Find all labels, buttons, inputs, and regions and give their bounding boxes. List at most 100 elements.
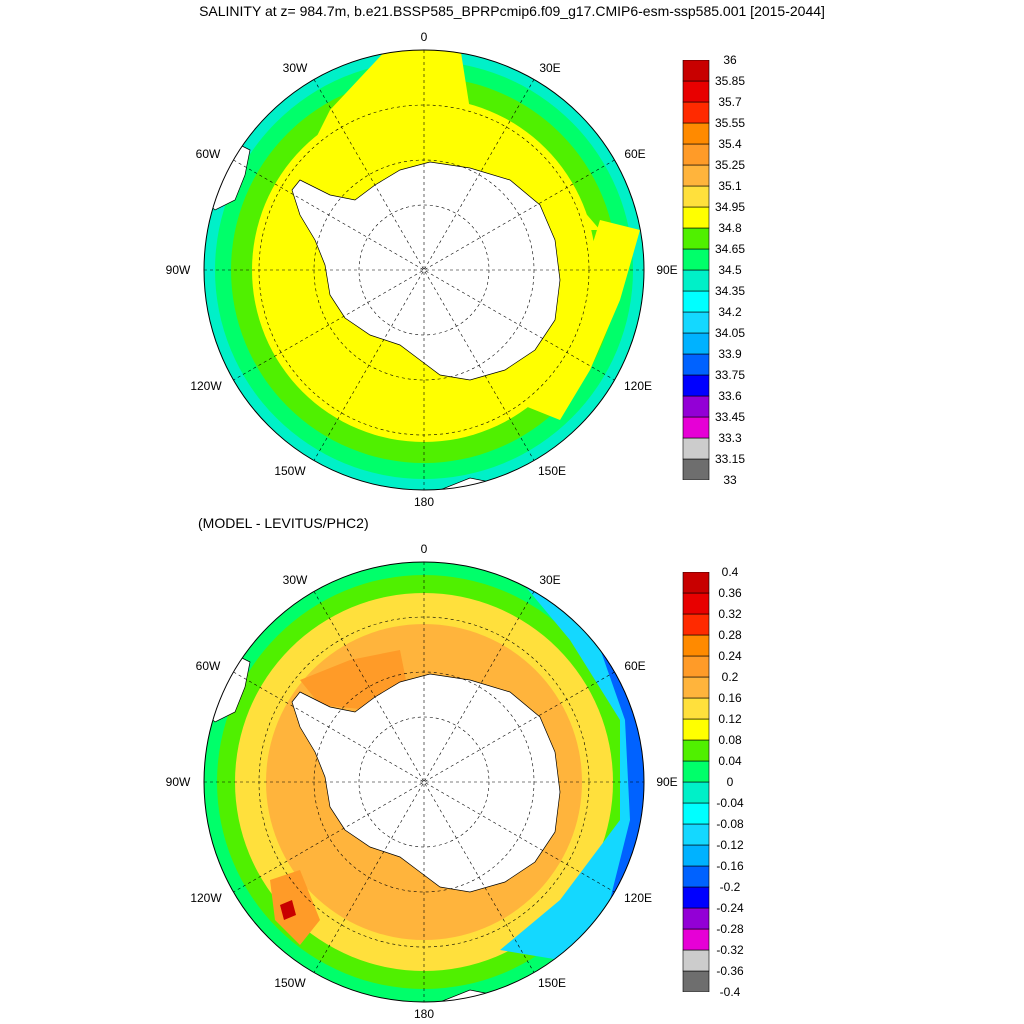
colorbar-tick-label: 35.4 bbox=[718, 137, 742, 151]
colorbar-swatch bbox=[682, 718, 710, 741]
colorbar-swatch bbox=[682, 634, 710, 657]
colorbar-tick-label: 0.28 bbox=[718, 628, 742, 642]
colorbar-swatch bbox=[682, 676, 710, 699]
colorbar-swatch bbox=[682, 928, 710, 951]
lon-label-60w: 60W bbox=[195, 147, 221, 161]
colorbar-swatch bbox=[682, 311, 710, 334]
colorbar-swatch bbox=[682, 122, 710, 145]
lon-label-0: 0 bbox=[420, 30, 428, 44]
colorbar-swatch bbox=[682, 416, 710, 439]
colorbar-tick-label: 34.2 bbox=[718, 305, 742, 319]
colorbar-swatch bbox=[682, 781, 710, 804]
colorbar-tick-label: 33.3 bbox=[718, 431, 742, 445]
orange-patch-southwest bbox=[270, 870, 320, 945]
lon-label-150e: 150E bbox=[537, 464, 567, 478]
colorbar-swatch bbox=[682, 592, 710, 615]
colorbar-swatch bbox=[682, 185, 710, 208]
colorbar-tick-label: 0 bbox=[726, 775, 734, 789]
colorbar-tick-label: 36 bbox=[723, 53, 737, 67]
colorbar-tick-label: 35.85 bbox=[714, 74, 746, 88]
colorbar-tick-label: 0.16 bbox=[718, 691, 742, 705]
anomaly-colorbar bbox=[682, 572, 710, 992]
colorbar-tick-label: 34.65 bbox=[714, 242, 746, 256]
lon-label-90w: 90W bbox=[165, 775, 191, 789]
colorbar-swatch bbox=[682, 332, 710, 355]
colorbar-swatch bbox=[682, 353, 710, 376]
colorbar-swatch bbox=[682, 458, 710, 480]
colorbar-tick-label: 34.5 bbox=[718, 263, 742, 277]
colorbar-tick-label: 0.24 bbox=[718, 649, 742, 663]
lon-label-30w: 30W bbox=[282, 573, 308, 587]
colorbar-tick-label: 34.05 bbox=[714, 326, 746, 340]
anomaly-map-fill bbox=[204, 562, 644, 1002]
colorbar-swatch bbox=[682, 697, 710, 720]
lon-label-90w: 90W bbox=[165, 263, 191, 277]
lon-label-0: 0 bbox=[420, 542, 428, 556]
colorbar-tick-label: 35.55 bbox=[714, 116, 746, 130]
colorbar-swatch bbox=[682, 60, 710, 82]
lon-label-150w: 150W bbox=[274, 976, 306, 990]
lon-label-120w: 120W bbox=[190, 891, 222, 905]
salinity-map-border bbox=[203, 49, 645, 491]
colorbar-swatch bbox=[682, 613, 710, 636]
colorbar-tick-label: 34.95 bbox=[714, 200, 746, 214]
salinity-map bbox=[203, 49, 645, 491]
colorbar-swatch bbox=[682, 101, 710, 124]
colorbar-tick-label: 35.25 bbox=[714, 158, 746, 172]
anomaly-map-border bbox=[203, 561, 645, 1003]
colorbar-swatch bbox=[682, 907, 710, 930]
colorbar-tick-label: -0.08 bbox=[716, 817, 744, 831]
colorbar-swatch bbox=[682, 949, 710, 972]
page-title: SALINITY at z= 984.7m, b.e21.BSSP585_BPR… bbox=[199, 3, 825, 19]
lon-label-90e: 90E bbox=[656, 263, 678, 277]
colorbar-swatch bbox=[682, 802, 710, 825]
colorbar-tick-label: 33.45 bbox=[714, 410, 746, 424]
colorbar-tick-label: 0.32 bbox=[718, 607, 742, 621]
colorbar-tick-label: -0.2 bbox=[719, 880, 741, 894]
colorbar-swatch bbox=[682, 80, 710, 103]
salinity-map-fill bbox=[204, 50, 644, 490]
lon-label-60e: 60E bbox=[624, 659, 646, 673]
colorbar-swatch bbox=[682, 823, 710, 846]
colorbar-tick-label: 34.35 bbox=[714, 284, 746, 298]
colorbar-swatch bbox=[682, 655, 710, 678]
salinity-map-grid bbox=[204, 50, 644, 490]
colorbar-swatch bbox=[682, 269, 710, 292]
colorbar-swatch bbox=[682, 760, 710, 783]
lon-label-180: 180 bbox=[413, 1007, 435, 1021]
colorbar-tick-label: -0.24 bbox=[716, 901, 744, 915]
anomaly-map-grid bbox=[204, 562, 644, 1002]
colorbar-swatch bbox=[682, 844, 710, 867]
colorbar-tick-label: -0.4 bbox=[719, 985, 741, 999]
lon-label-180: 180 bbox=[413, 495, 435, 509]
lon-label-30w: 30W bbox=[282, 61, 308, 75]
colorbar-tick-label: -0.16 bbox=[716, 859, 744, 873]
lon-label-30e: 30E bbox=[539, 61, 561, 75]
colorbar-swatch bbox=[682, 970, 710, 992]
lon-label-30e: 30E bbox=[539, 573, 561, 587]
colorbar-tick-label: 35.7 bbox=[718, 95, 742, 109]
colorbar-swatch bbox=[682, 886, 710, 909]
colorbar-swatch bbox=[682, 374, 710, 397]
colorbar-tick-label: 0.4 bbox=[721, 565, 739, 579]
colorbar-swatch bbox=[682, 395, 710, 418]
anomaly-subtitle: (MODEL - LEVITUS/PHC2) bbox=[198, 515, 369, 531]
lon-label-90e: 90E bbox=[656, 775, 678, 789]
lon-label-60w: 60W bbox=[195, 659, 221, 673]
colorbar-swatch bbox=[682, 143, 710, 166]
lon-label-150w: 150W bbox=[274, 464, 306, 478]
colorbar-tick-label: 33.6 bbox=[718, 389, 742, 403]
lon-label-120e: 120E bbox=[623, 379, 653, 393]
colorbar-tick-label: 0.2 bbox=[721, 670, 739, 684]
colorbar-tick-label: 35.1 bbox=[718, 179, 742, 193]
colorbar-tick-label: -0.12 bbox=[716, 838, 744, 852]
colorbar-tick-label: -0.04 bbox=[716, 796, 744, 810]
colorbar-swatch bbox=[682, 865, 710, 888]
salinity-colorbar bbox=[682, 60, 710, 480]
colorbar-swatch bbox=[682, 572, 710, 594]
colorbar-swatch bbox=[682, 739, 710, 762]
colorbar-swatch bbox=[682, 227, 710, 250]
colorbar-tick-label: -0.28 bbox=[716, 922, 744, 936]
colorbar-tick-label: -0.32 bbox=[716, 943, 744, 957]
